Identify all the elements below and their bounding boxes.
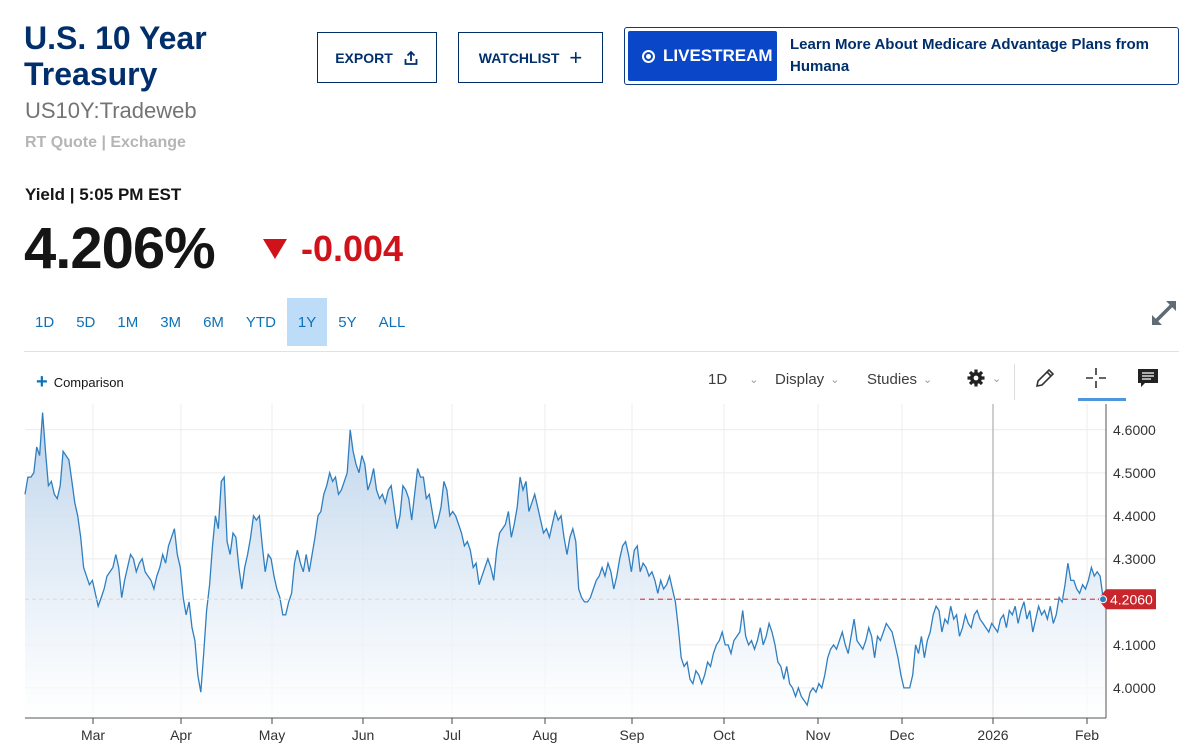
chevron-down-icon: ⌄ xyxy=(749,374,759,386)
y-tick-label: 4.6000 xyxy=(1113,422,1156,438)
watchlist-button[interactable]: WATCHLIST + xyxy=(458,32,603,83)
plus-icon: + xyxy=(36,371,48,393)
active-tool-indicator xyxy=(1078,398,1126,401)
x-tick-label: Jul xyxy=(443,727,461,743)
plus-icon: + xyxy=(569,44,583,70)
x-tick-label: Dec xyxy=(890,727,915,743)
pencil-icon[interactable] xyxy=(1033,366,1057,390)
change-value: -0.004 xyxy=(301,228,404,269)
x-tick-label: May xyxy=(259,727,285,743)
display-label: Display xyxy=(775,371,825,388)
export-button[interactable]: EXPORT xyxy=(317,32,437,83)
quote-source: RT Quote | Exchange xyxy=(25,134,186,151)
promo-banner[interactable]: LIVESTREAM Learn More About Medicare Adv… xyxy=(624,27,1179,85)
share-icon xyxy=(404,50,418,65)
livestream-label: LIVESTREAM xyxy=(663,46,773,65)
expand-icon[interactable] xyxy=(1148,297,1180,329)
range-ytd[interactable]: YTD xyxy=(245,313,276,331)
range-selector: 1D 5D 1M 3M 6M YTD 1Y 5Y ALL xyxy=(24,298,416,346)
x-tick-label: Feb xyxy=(1075,727,1099,743)
promo-link[interactable]: Learn More About Medicare Advantage Plan… xyxy=(790,36,1149,75)
interval-dropdown[interactable]: 1D ⌄ xyxy=(708,371,758,388)
yield-chart[interactable]: 4.6000 4.5000 4.4000 4.3000 4.1000 4.0000 Mar A… xyxy=(0,404,1200,755)
range-1y[interactable]: 1Y xyxy=(286,298,328,346)
yield-label: Yield | 5:05 PM EST xyxy=(25,185,182,204)
studies-dropdown[interactable]: Studies ⌄ xyxy=(867,371,932,388)
range-all[interactable]: ALL xyxy=(378,313,406,331)
toolbar-separator xyxy=(1014,364,1015,400)
chevron-down-icon: ⌄ xyxy=(830,374,840,386)
chevron-down-icon: ⌄ xyxy=(992,372,1002,385)
current-price-marker xyxy=(1098,589,1156,610)
x-tick-label: Jun xyxy=(352,727,375,743)
range-1d[interactable]: 1D xyxy=(35,313,55,331)
livestream-button[interactable]: LIVESTREAM xyxy=(628,31,777,81)
range-3m[interactable]: 3M xyxy=(160,313,182,331)
y-tick-label: 4.5000 xyxy=(1113,465,1156,481)
studies-label: Studies xyxy=(867,371,918,388)
interval-label: 1D xyxy=(708,371,728,388)
live-dot-icon xyxy=(642,49,655,63)
current-price-dot xyxy=(1099,595,1107,604)
y-tick-label: 4.4000 xyxy=(1113,508,1156,524)
page-title: U.S. 10 Year Treasury xyxy=(24,20,207,92)
range-1m[interactable]: 1M xyxy=(117,313,139,331)
y-tick-label: 4.3000 xyxy=(1113,551,1156,567)
price-value: 4.206% xyxy=(24,216,216,281)
comparison-label: Comparison xyxy=(53,374,124,390)
comparison-button[interactable]: + Comparison xyxy=(36,372,124,392)
display-dropdown[interactable]: Display ⌄ xyxy=(775,371,839,388)
chevron-down-icon: ⌄ xyxy=(923,374,933,386)
crosshair-icon[interactable] xyxy=(1084,366,1108,390)
down-arrow-icon xyxy=(263,239,287,259)
divider xyxy=(24,351,1179,352)
x-tick-label: Apr xyxy=(170,727,192,743)
x-tick-label: Nov xyxy=(806,727,831,743)
series-line xyxy=(24,412,1107,707)
y-tick-label: 4.1000 xyxy=(1113,637,1156,653)
x-tick-label: 2026 xyxy=(977,727,1008,743)
x-tick-label: Mar xyxy=(81,727,105,743)
gear-icon xyxy=(967,369,985,387)
settings-dropdown[interactable]: ⌄ xyxy=(966,368,1001,388)
range-5d[interactable]: 5D xyxy=(76,313,96,331)
price-change: -0.004 xyxy=(263,228,403,270)
x-tick-label: Sep xyxy=(620,727,645,743)
watchlist-label: WATCHLIST xyxy=(478,49,560,66)
ticker-symbol: US10Y:Tradeweb xyxy=(25,98,197,123)
series-area xyxy=(25,412,1106,718)
export-label: EXPORT xyxy=(335,49,393,66)
current-price-label: 4.2060 xyxy=(1110,591,1153,607)
x-tick-label: Oct xyxy=(713,727,735,743)
range-5y[interactable]: 5Y xyxy=(338,313,357,331)
range-6m[interactable]: 6M xyxy=(203,313,224,331)
x-tick-label: Aug xyxy=(533,727,558,743)
comment-icon[interactable] xyxy=(1137,367,1159,389)
y-tick-label: 4.0000 xyxy=(1113,680,1156,696)
